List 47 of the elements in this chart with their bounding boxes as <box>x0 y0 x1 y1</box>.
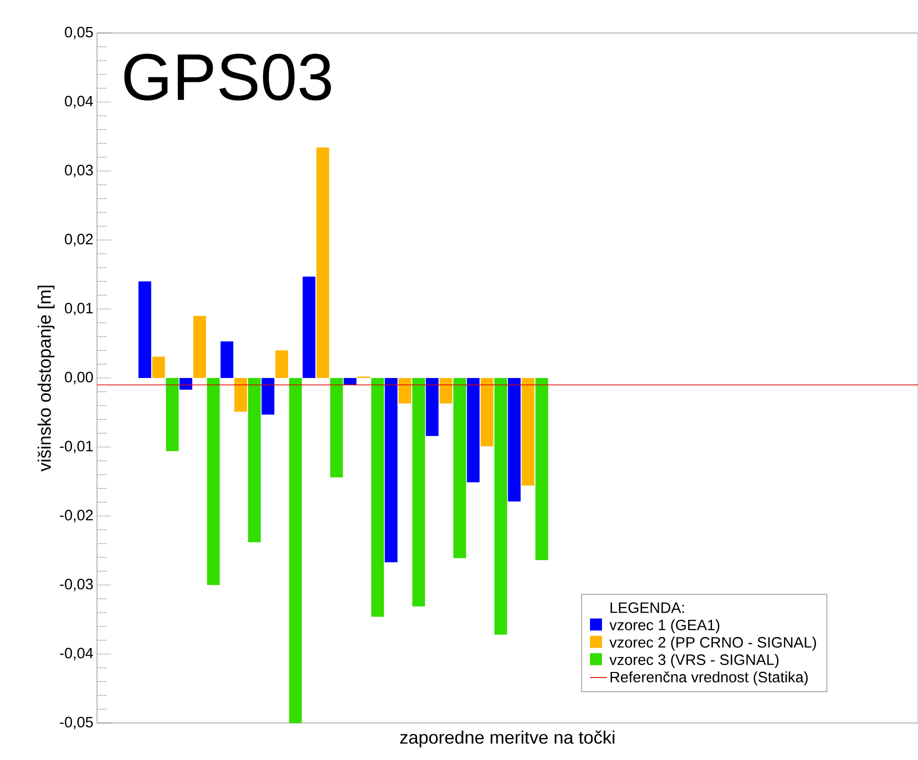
bar <box>262 378 274 415</box>
bar <box>220 341 234 378</box>
y-axis-title: višinsko odstopanje [m] <box>38 286 54 472</box>
y-tick-label: 0,02 <box>64 234 93 246</box>
bar <box>289 378 302 723</box>
bar <box>494 378 508 635</box>
bar <box>275 350 288 378</box>
bar <box>152 356 165 378</box>
bar <box>522 378 534 486</box>
legend-label: vzorec 1 (GEA1) <box>609 619 720 634</box>
y-tick-label: -0,04 <box>60 648 94 660</box>
bar <box>508 378 521 502</box>
bar <box>302 276 316 378</box>
y-tick-label: -0,05 <box>60 716 93 730</box>
legend-label: vzorec 2 (PP CRNO - SIGNAL) <box>609 636 816 651</box>
legend-label: Referenčna vrednost (Statika) <box>610 671 808 686</box>
y-tick-label: 0,05 <box>64 26 93 40</box>
bar <box>330 378 343 478</box>
bar <box>426 378 439 436</box>
bar <box>234 378 248 412</box>
y-tick-label: -0,03 <box>60 578 93 592</box>
y-tick-label: -0,02 <box>60 510 93 522</box>
y-tick-label: -0,01 <box>60 440 93 454</box>
bar <box>398 378 412 404</box>
bar <box>166 378 179 452</box>
bar <box>371 378 384 617</box>
legend-title: LEGENDA: <box>610 602 684 613</box>
y-tick-label: 0,03 <box>64 164 93 178</box>
bar <box>466 378 480 482</box>
legend-label: vzorec 3 (VRS - SIGNAL) <box>609 654 778 668</box>
bar <box>138 281 152 378</box>
bar <box>535 378 548 560</box>
bar <box>480 378 494 446</box>
bar <box>440 378 452 404</box>
y-tick-label: 0,04 <box>64 96 94 108</box>
chart-title: GPS03 <box>124 54 331 100</box>
bar <box>193 316 206 378</box>
bar <box>412 378 425 606</box>
x-axis-title: zaporedne meritve na točki <box>400 730 614 748</box>
bar <box>316 148 330 378</box>
bar <box>384 378 398 562</box>
bar <box>344 378 356 385</box>
bar <box>207 378 220 585</box>
y-tick-label: 0,00 <box>64 372 93 384</box>
y-tick-label: 0,01 <box>64 302 93 316</box>
bar <box>453 378 466 558</box>
bar <box>248 378 261 542</box>
